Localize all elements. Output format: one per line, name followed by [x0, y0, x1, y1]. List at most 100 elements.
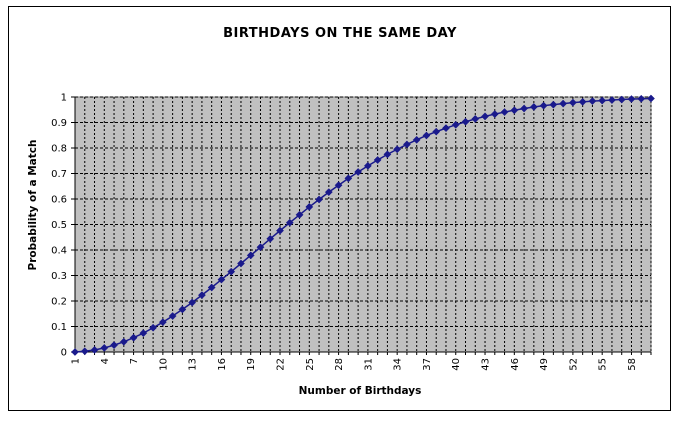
data-point-marker [344, 174, 353, 183]
x-tick-label: 10 [158, 358, 169, 371]
x-tick-label: 25 [305, 358, 316, 371]
data-point-marker [549, 100, 558, 109]
data-point-marker [490, 110, 499, 119]
data-point-marker [315, 195, 324, 204]
data-point-marker [422, 131, 431, 140]
y-tick-label: 0.9 [51, 118, 67, 129]
y-axis-label: Probability of a Match [27, 140, 39, 271]
data-point-marker [139, 329, 148, 338]
data-point-marker [598, 96, 607, 105]
birthday-probability-chart: BIRTHDAYS ON THE SAME DAY 00.10.20.30.40… [27, 26, 655, 397]
data-point-marker [461, 117, 470, 126]
data-point-marker [529, 102, 538, 111]
data-point-marker [393, 145, 402, 154]
data-point-marker [227, 267, 236, 276]
data-point-marker [119, 337, 128, 346]
data-point-marker [129, 333, 138, 342]
y-tick-label: 0.8 [51, 144, 67, 155]
data-point-marker [373, 156, 382, 164]
data-point-marker [276, 226, 284, 235]
data-point-marker [402, 140, 411, 149]
data-point-marker [363, 161, 372, 170]
x-tick-label: 49 [539, 358, 550, 371]
x-tick-label: 37 [422, 358, 433, 371]
y-tick-label: 0.5 [51, 220, 67, 231]
data-point-marker [539, 101, 548, 110]
x-tick-label: 28 [334, 358, 345, 371]
x-tick-label: 16 [217, 358, 228, 371]
series-layer [71, 94, 655, 356]
data-point-marker [80, 347, 89, 356]
x-axis-label: Number of Birthdays [299, 385, 422, 397]
data-point-marker [510, 106, 519, 115]
x-tick-label: 4 [100, 358, 111, 364]
data-point-marker [305, 202, 314, 211]
chart-title: BIRTHDAYS ON THE SAME DAY [223, 26, 457, 41]
x-tick-label: 58 [627, 358, 638, 371]
data-point-marker [617, 95, 626, 104]
x-tick-label: 55 [598, 358, 609, 371]
y-tick-label: 1 [61, 93, 67, 104]
data-point-marker [607, 96, 616, 105]
data-point-marker [178, 305, 187, 314]
data-point-marker [471, 114, 480, 123]
data-point-marker [568, 98, 577, 107]
data-point-marker [432, 127, 441, 136]
x-tick-label: 31 [363, 358, 374, 371]
data-point-marker [295, 210, 304, 219]
data-point-marker [246, 251, 255, 260]
data-point-marker [334, 181, 343, 190]
x-tick-label: 7 [129, 358, 140, 364]
data-point-marker [100, 343, 109, 352]
gridlines [74, 96, 652, 353]
x-tick-label: 43 [481, 358, 492, 371]
x-tick-label: 40 [451, 358, 462, 371]
chart-frame: BIRTHDAYS ON THE SAME DAY 0 0.1 0.2 0.3 0.4 0… [8, 6, 671, 411]
data-point-marker [559, 99, 568, 108]
data-point-marker [637, 94, 646, 103]
data-point-marker [149, 323, 158, 332]
data-point-marker [588, 97, 597, 106]
x-tick-label: 19 [246, 358, 257, 371]
data-point-marker [647, 94, 655, 103]
y-tick-label: 0 [61, 348, 67, 359]
data-point-marker [90, 346, 99, 354]
y-tick-label: 0.4 [51, 246, 67, 257]
x-tick-label: 1 [71, 358, 82, 364]
data-point-marker [500, 108, 509, 116]
y-tick-label: 0.2 [51, 297, 67, 308]
data-point-marker [256, 243, 265, 252]
data-point-marker [71, 348, 79, 356]
x-axis-ticks: 1 4 7 10 13 16 19 22 25 28 31 34 37 40 43 46 49 52 55 58 [71, 352, 652, 371]
data-point-marker [627, 95, 636, 103]
data-point-marker [237, 259, 245, 268]
data-point-marker [285, 218, 294, 227]
data-point-marker [451, 120, 460, 129]
data-point-marker [412, 135, 421, 144]
data-point-marker [207, 283, 216, 292]
data-point-marker [158, 318, 167, 327]
data-point-marker [383, 150, 392, 159]
y-tick-label: 0.1 [51, 322, 67, 333]
y-tick-label: 0.7 [51, 169, 67, 180]
data-point-marker [197, 291, 206, 300]
data-point-marker [324, 188, 333, 197]
data-point-marker [266, 234, 275, 243]
y-tick-label: 0.3 [51, 271, 67, 282]
data-point-marker [188, 298, 197, 307]
data-point-marker [168, 312, 177, 320]
data-point-marker [520, 104, 529, 113]
data-point-marker [217, 275, 226, 284]
data-point-marker [442, 124, 450, 133]
data-point-marker [578, 97, 587, 106]
y-tick-label: 0.6 [51, 195, 67, 206]
data-point-marker [354, 168, 363, 176]
x-tick-label: 34 [393, 358, 404, 371]
x-tick-label: 46 [510, 358, 521, 371]
x-tick-label: 52 [568, 358, 579, 371]
x-tick-label: 13 [188, 358, 199, 371]
data-point-marker [110, 341, 119, 350]
x-tick-label: 22 [276, 358, 287, 371]
data-point-marker [481, 112, 489, 121]
y-axis-ticks: 0 0.1 0.2 0.3 0.4 0.5 0.6 0.7 0.8 0.9 1 [51, 93, 75, 359]
